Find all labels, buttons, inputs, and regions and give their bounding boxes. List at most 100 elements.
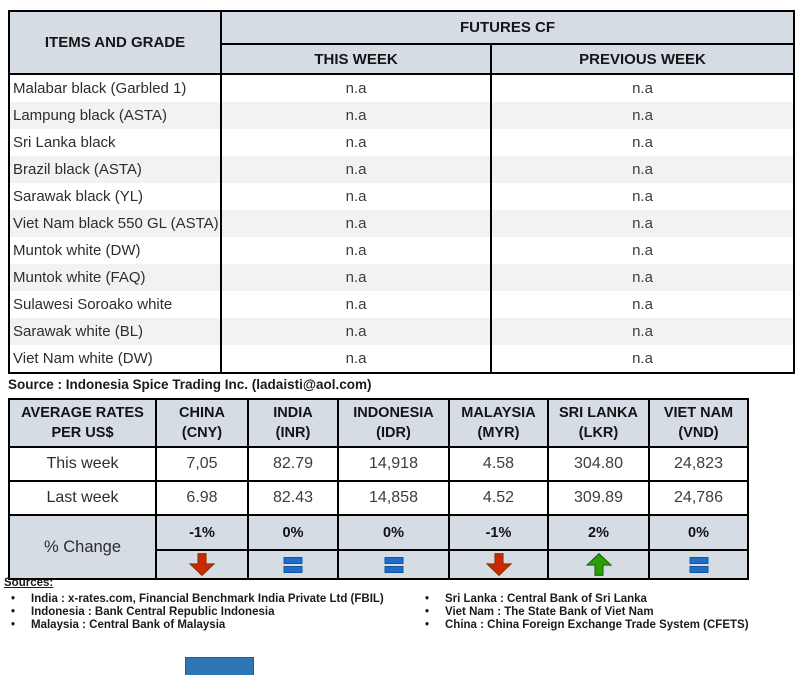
column-header-india: INDIA (INR) xyxy=(247,398,339,448)
table-row: Malabar black (Garbled 1) n.a n.a xyxy=(9,74,794,102)
table-row: Sulawesi Soroako white n.a n.a xyxy=(9,291,794,318)
futures-cf-header: FUTURES CF xyxy=(220,10,795,45)
item-cell: Muntok white (DW) xyxy=(13,242,141,259)
column-header-china: CHINA (CNY) xyxy=(155,398,249,448)
source-text: Malaysia : Central Bank of Malaysia xyxy=(31,619,226,631)
item-cell: Sarawak black (YL) xyxy=(13,188,144,205)
previous-week-cell: n.a xyxy=(490,318,794,345)
source-line: Source : Indonesia Spice Trading Inc. (l… xyxy=(8,377,372,392)
table-row: Sri Lanka black n.a n.a xyxy=(9,129,794,156)
this-week-row: This week 7,05 82.79 14,918 4.58 304.80 … xyxy=(8,446,749,482)
previous-week-cell: n.a xyxy=(490,291,794,318)
item-cell: Lampung black (ASTA) xyxy=(13,107,167,124)
sources-section: Sources: • India : x-rates.com, Financial… xyxy=(4,577,796,631)
pct-cell: -1% xyxy=(155,514,249,551)
rate-cell: 24,786 xyxy=(648,480,749,516)
bullet-icon: • xyxy=(11,593,16,605)
trend-cell xyxy=(337,549,450,580)
row-label: Last week xyxy=(8,480,157,516)
trend-icons-row xyxy=(9,549,749,580)
source-text: Viet Nam : The State Bank of Viet Nam xyxy=(445,606,654,618)
previous-week-cell: n.a xyxy=(490,345,794,373)
pct-cell: 0% xyxy=(648,514,749,551)
rate-cell: 309.89 xyxy=(547,480,650,516)
source-item: • Viet Nam : The State Bank of Viet Nam xyxy=(418,606,796,619)
last-week-row: Last week 6.98 82.43 14,858 4.52 309.89 … xyxy=(8,480,749,516)
item-cell: Muntok white (FAQ) xyxy=(13,269,146,286)
item-cell: Sulawesi Soroako white xyxy=(13,296,173,313)
bullet-icon: • xyxy=(425,606,430,618)
table-row: Viet Nam black 550 GL (ASTA) n.a n.a xyxy=(9,210,794,237)
trend-cell xyxy=(648,549,749,580)
previous-week-header: PREVIOUS WEEK xyxy=(490,43,795,75)
items-and-grade-header: ITEMS AND GRADE xyxy=(8,10,222,75)
rate-cell: 4.52 xyxy=(448,480,549,516)
bullet-icon: • xyxy=(425,619,430,631)
pct-change-row: % Change -1% 0% 0% -1% 2% 0% xyxy=(8,514,749,580)
previous-week-cell: n.a xyxy=(490,183,794,210)
previous-week-cell: n.a xyxy=(490,129,794,156)
item-cell: Sri Lanka black xyxy=(13,134,116,151)
source-item: • India : x-rates.com, Financial Benchmar… xyxy=(4,593,404,606)
item-cell: Viet Nam black 550 GL (ASTA) xyxy=(13,215,219,232)
futures-table: ITEMS AND GRADE FUTURES CF THIS WEEK PRE… xyxy=(8,10,795,374)
table-row: Brazil black (ASTA) n.a n.a xyxy=(9,156,794,183)
item-cell: Brazil black (ASTA) xyxy=(13,161,142,178)
trend-cell xyxy=(448,549,549,580)
table-row: Viet Nam white (DW) n.a n.a xyxy=(9,345,794,373)
this-week-cell: n.a xyxy=(220,237,491,264)
this-week-cell: n.a xyxy=(220,318,491,345)
previous-week-cell: n.a xyxy=(490,102,794,129)
equals-icon xyxy=(384,556,403,573)
previous-week-cell: n.a xyxy=(490,237,794,264)
this-week-cell: n.a xyxy=(220,264,491,291)
partial-blue-element xyxy=(185,657,254,675)
table-row: Sarawak white (BL) n.a n.a xyxy=(9,318,794,345)
bullet-icon: • xyxy=(11,606,16,618)
average-rates-header: AVERAGE RATES PER US$ xyxy=(8,398,157,448)
trend-cell xyxy=(547,549,650,580)
pct-cell: 0% xyxy=(337,514,450,551)
equals-icon xyxy=(283,556,303,573)
rate-cell: 7,05 xyxy=(155,446,249,482)
rate-cell: 14,858 xyxy=(337,480,450,516)
item-cell: Sarawak white (BL) xyxy=(13,323,144,340)
column-header-indonesia: INDONESIA (IDR) xyxy=(337,398,450,448)
source-item: • Indonesia : Bank Central Republic Indon… xyxy=(4,606,404,619)
previous-week-cell: n.a xyxy=(490,210,794,237)
source-text: India : x-rates.com, Financial Benchmark… xyxy=(31,593,384,605)
source-text: Sri Lanka : Central Bank of Sri Lanka xyxy=(445,593,647,605)
source-item: • Sri Lanka : Central Bank of Sri Lanka xyxy=(418,593,796,606)
trend-cell xyxy=(247,549,339,580)
sources-title: Sources: xyxy=(4,577,54,589)
this-week-cell: n.a xyxy=(220,156,491,183)
previous-week-cell: n.a xyxy=(490,156,794,183)
rate-cell: 304.80 xyxy=(547,446,650,482)
rate-cell: 82.43 xyxy=(247,480,339,516)
bullet-icon: • xyxy=(425,593,430,605)
column-header-sri-lanka: SRI LANKA (LKR) xyxy=(547,398,650,448)
bullet-icon: • xyxy=(11,619,16,631)
pct-cell: -1% xyxy=(448,514,549,551)
up-arrow-icon xyxy=(585,552,612,576)
rate-cell: 24,823 xyxy=(648,446,749,482)
this-week-cell: n.a xyxy=(220,345,491,373)
source-item: • China : China Foreign Exchange Trade Sy… xyxy=(418,619,796,632)
this-week-cell: n.a xyxy=(220,291,491,318)
sources-left-column: • India : x-rates.com, Financial Benchmar… xyxy=(4,593,404,632)
row-label: This week xyxy=(8,446,157,482)
this-week-cell: n.a xyxy=(220,102,491,129)
previous-week-cell: n.a xyxy=(490,74,794,102)
source-item: • Malaysia : Central Bank of Malaysia xyxy=(4,619,404,632)
equals-icon xyxy=(689,556,708,573)
this-week-cell: n.a xyxy=(220,183,491,210)
source-text: Indonesia : Bank Central Republic Indone… xyxy=(31,606,275,618)
rate-cell: 4.58 xyxy=(448,446,549,482)
this-week-cell: n.a xyxy=(220,129,491,156)
table-row: Muntok white (FAQ) n.a n.a xyxy=(9,264,794,291)
trend-cell xyxy=(155,549,249,580)
this-week-cell: n.a xyxy=(220,74,491,102)
table-row: Sarawak black (YL) n.a n.a xyxy=(9,183,794,210)
down-arrow-icon xyxy=(188,553,216,577)
